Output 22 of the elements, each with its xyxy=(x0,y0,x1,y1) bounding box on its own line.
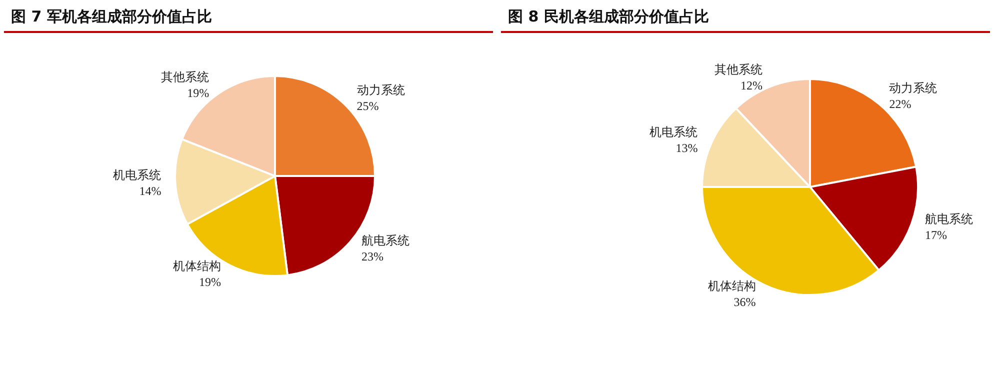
slice-label: 机电系统 xyxy=(650,125,698,140)
slice-label: 机电系统 xyxy=(113,168,162,182)
data-label: 17% xyxy=(925,228,948,242)
data-label: 12% xyxy=(740,78,763,92)
slice-label: 机体结构 xyxy=(708,278,756,293)
data-label: 22% xyxy=(889,97,912,112)
data-label: 23% xyxy=(362,250,384,264)
slice-label: 动力系统 xyxy=(356,83,405,98)
slice-label: 航电系统 xyxy=(925,212,974,226)
slice-label: 其他系统 xyxy=(161,70,210,84)
slice-label: 航电系统 xyxy=(362,234,410,248)
slice-label: 其他系统 xyxy=(714,62,763,76)
data-label: 14% xyxy=(139,184,162,198)
data-label: 19% xyxy=(199,275,222,290)
slice-label: 机体结构 xyxy=(173,259,222,274)
slice-label: 动力系统 xyxy=(889,81,938,96)
chart-title: 图 8 民机各组成部分价值占比 xyxy=(508,8,709,26)
data-label: 19% xyxy=(187,86,210,100)
data-label: 25% xyxy=(356,99,379,114)
data-label: 13% xyxy=(676,141,698,156)
data-label: 36% xyxy=(734,294,756,309)
chart-title: 图 7 军机各组成部分价值占比 xyxy=(11,8,212,26)
